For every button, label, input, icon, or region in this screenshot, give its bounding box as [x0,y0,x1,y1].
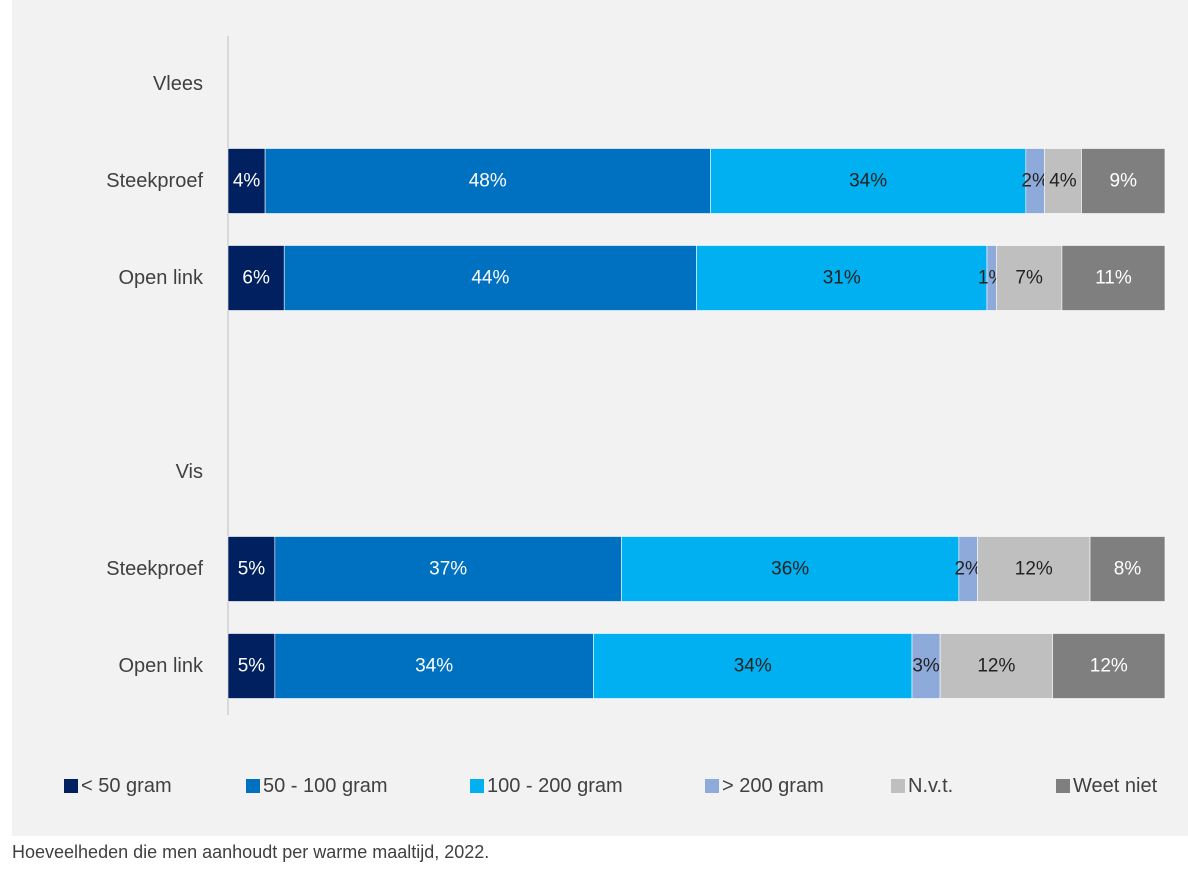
bar-segment [1052,633,1166,699]
bar-segment [274,536,622,602]
row-label: Open link [119,655,204,677]
bar-segment [710,148,1027,214]
data-label: 37% [429,559,467,580]
legend-swatch [64,779,78,793]
data-label: 11% [1095,268,1132,289]
legend-swatch [1056,779,1070,793]
data-label: 31% [823,268,861,289]
data-label: 5% [238,559,266,580]
bar-segment [911,633,941,699]
data-label: 6% [242,268,270,289]
data-label: 9% [1110,171,1138,192]
data-label: 5% [238,656,266,677]
bar-segment [227,148,266,214]
bar-segment [227,245,285,311]
legend-label: 100 - 200 gram [487,775,623,797]
row-label: Steekproef [106,170,203,192]
bar-segment [264,148,711,214]
data-label: 36% [771,559,809,580]
row-label: Open link [119,267,204,289]
legend-swatch [891,779,905,793]
bar-segment [939,633,1053,699]
bar-segment [996,245,1063,311]
legend-swatch [246,779,260,793]
data-label: 12% [1015,559,1053,580]
data-label: 44% [471,268,509,289]
legend-label: Weet niet [1073,775,1158,797]
legend-swatch [705,779,719,793]
bar-segment [1044,148,1082,214]
bar-segment [283,245,697,311]
data-label: 34% [415,656,453,677]
group-label: Vlees [153,73,203,95]
data-label: 8% [1114,559,1142,580]
bar-segment [696,245,988,311]
legend-label: > 200 gram [722,775,824,797]
bar-segment [977,536,1091,602]
chart-caption: Hoeveelheden die men aanhoudt per warme … [12,842,490,862]
bar-segment [274,633,594,699]
bar-segment [1061,245,1166,311]
data-label: 12% [977,656,1015,677]
data-label: 12% [1090,656,1128,677]
row-label: Steekproef [106,558,203,580]
bar-segment [1081,148,1166,214]
data-label: 4% [233,171,261,192]
data-label: 3% [912,656,940,677]
data-label: 4% [1049,171,1077,192]
legend-label: < 50 gram [81,775,172,797]
data-label: 2% [954,559,982,580]
bar-segment [593,633,913,699]
bar-segment [621,536,960,602]
bar-segment [1089,536,1166,602]
group-label: Vis [176,461,203,483]
bar-segment [227,633,276,699]
data-label: 2% [1021,171,1049,192]
legend-swatch [470,779,484,793]
data-label: 48% [469,171,507,192]
legend-label: 50 - 100 gram [263,775,388,797]
bar-segment [227,536,276,602]
legend-label: N.v.t. [908,775,953,797]
data-label: 34% [849,171,887,192]
data-label: 34% [734,656,772,677]
data-label: 7% [1015,268,1043,289]
